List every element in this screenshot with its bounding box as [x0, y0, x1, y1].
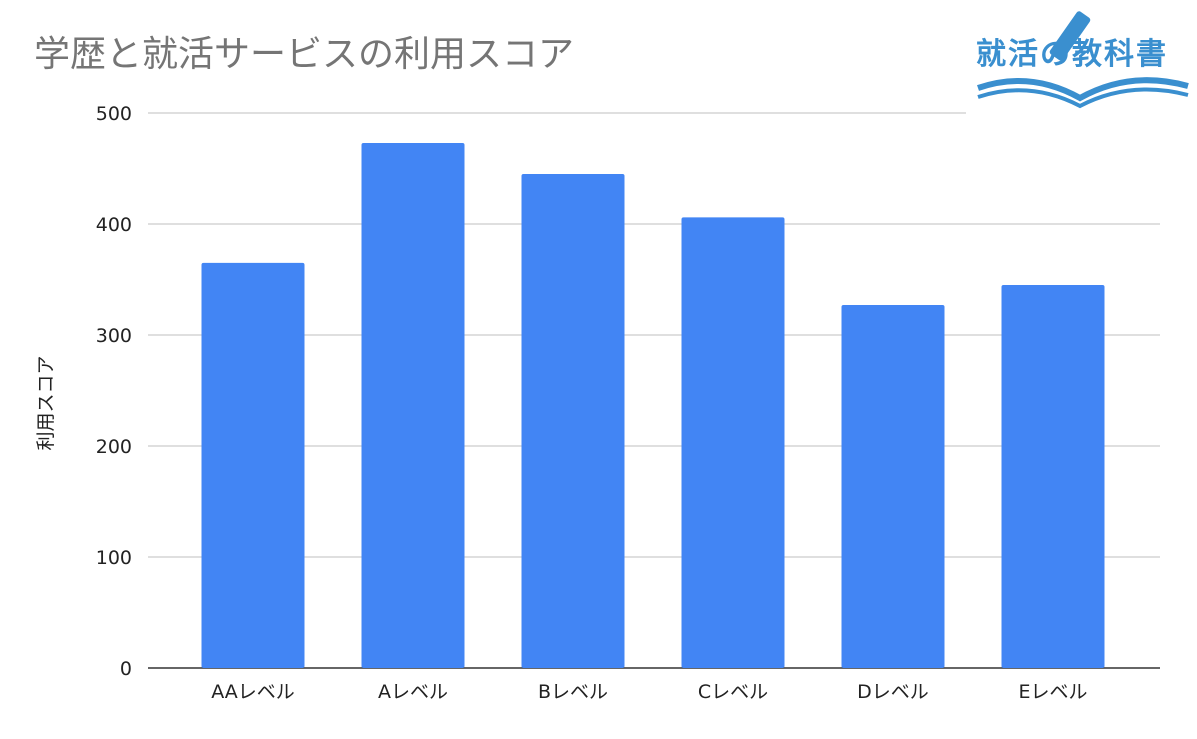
bar	[841, 305, 945, 668]
x-tick-label: Cレベル	[698, 681, 768, 703]
x-axis-ticks: AAレベル Aレベル Bレベル Cレベル Dレベル Eレベル	[211, 681, 1087, 703]
y-tick-label: 500	[96, 103, 132, 125]
y-tick-label: 100	[96, 547, 132, 569]
bar	[361, 142, 465, 669]
x-tick-label: Dレベル	[857, 681, 929, 703]
y-axis-ticks: 0 100 200 300 400 500	[96, 103, 132, 680]
x-tick-label: Aレベル	[378, 681, 448, 703]
y-tick-label: 400	[96, 214, 132, 236]
x-tick-label: AAレベル	[211, 681, 295, 703]
y-tick-label: 0	[120, 658, 132, 680]
logo: 就活の教科書	[976, 11, 1189, 109]
bar	[1001, 285, 1105, 668]
bar	[521, 174, 625, 669]
pencil-icon	[1049, 11, 1091, 61]
x-tick-label: Bレベル	[538, 681, 608, 703]
chart-title: 学歴と就活サービスの利用スコア	[34, 34, 574, 75]
bar	[201, 262, 305, 668]
x-tick-label: Eレベル	[1018, 681, 1087, 703]
y-tick-label: 200	[96, 436, 132, 458]
open-book-icon	[977, 77, 1189, 109]
y-tick-label: 300	[96, 325, 132, 347]
bars	[201, 142, 1105, 669]
y-axis-title: 利用スコア	[35, 355, 57, 450]
bar	[681, 217, 785, 668]
gridlines	[148, 112, 1160, 669]
